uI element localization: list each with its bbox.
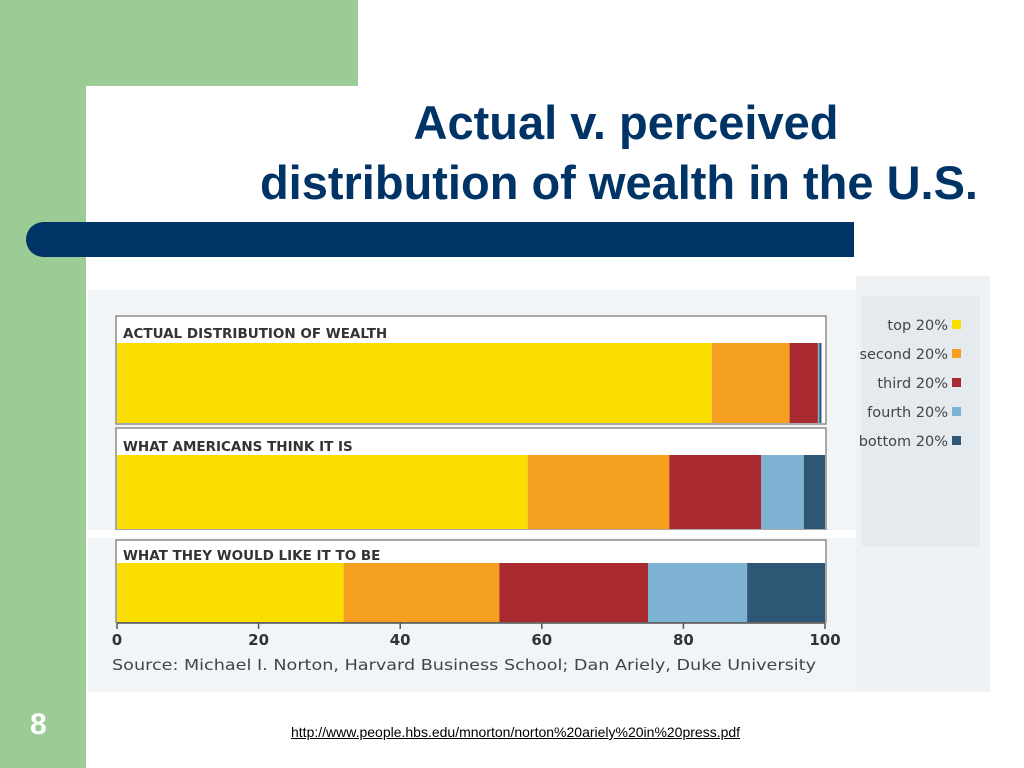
x-tick-label: 20 <box>248 631 269 649</box>
bar-segment <box>711 343 790 423</box>
slide-title: Actual v. perceived distribution of weal… <box>96 93 1016 213</box>
bar-segment <box>761 455 804 529</box>
x-tick-label: 0 <box>112 631 122 649</box>
source-pdf-link[interactable]: http://www.people.hbs.edu/mnorton/norton… <box>291 724 741 740</box>
bar-segment <box>648 563 748 622</box>
bar-segment <box>117 455 528 529</box>
bar-segment <box>817 343 820 423</box>
chart-source-note: Source: Michael I. Norton, Harvard Busin… <box>112 656 816 674</box>
x-tick-label: 40 <box>390 631 411 649</box>
category-label: WHAT AMERICANS THINK IT IS <box>123 439 353 455</box>
bar-segment <box>499 563 648 622</box>
page-number: 8 <box>30 708 47 741</box>
left-sidebar-band <box>0 0 86 768</box>
bar-segment <box>117 563 344 622</box>
legend-swatch <box>952 378 961 387</box>
category-label: WHAT THEY WOULD LIKE IT TO BE <box>123 548 380 564</box>
bar-segment <box>669 455 762 529</box>
x-tick-label: 100 <box>809 631 840 649</box>
title-underline-rule <box>26 222 854 257</box>
legend-label: fourth 20% <box>867 405 948 421</box>
category-label: ACTUAL DISTRIBUTION OF WEALTH <box>123 326 387 342</box>
bar-segment <box>803 455 825 529</box>
bar-segment <box>117 343 712 423</box>
x-tick-label: 80 <box>673 631 694 649</box>
legend-swatch <box>952 349 961 358</box>
x-tick-label: 60 <box>531 631 552 649</box>
legend-swatch <box>952 320 961 329</box>
slide-title-line-1: Actual v. perceived <box>413 96 839 149</box>
legend-swatch <box>952 407 961 416</box>
bar-segment <box>789 343 818 423</box>
bar-segment <box>819 343 822 423</box>
bar-segment <box>343 563 500 622</box>
legend-label: top 20% <box>887 318 948 334</box>
top-sidebar-tab <box>86 0 358 86</box>
slide-title-line-2: distribution of wealth in the U.S. <box>259 156 978 209</box>
legend-panel <box>862 296 980 546</box>
legend-label: third 20% <box>877 376 948 392</box>
bar-segment <box>527 455 670 529</box>
legend-label: bottom 20% <box>859 434 948 450</box>
bar-segment <box>747 563 825 622</box>
legend-label: second 20% <box>859 347 948 363</box>
panel-separator <box>88 530 856 538</box>
legend-swatch <box>952 436 961 445</box>
